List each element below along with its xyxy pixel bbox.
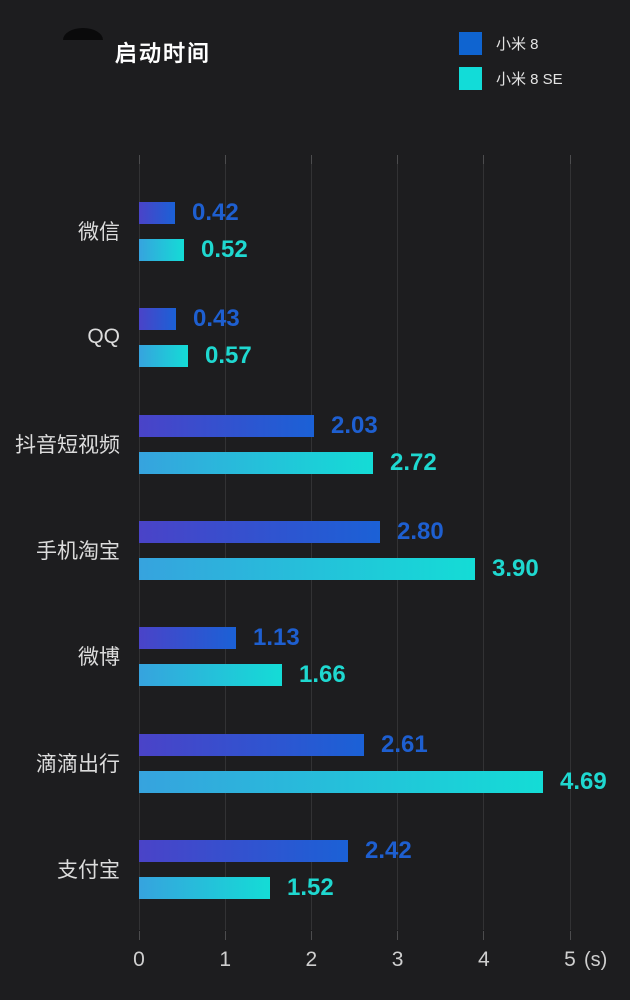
bar-小米 8 SE xyxy=(139,663,282,686)
chart-row: 抖音短视频 2.03 2.72 xyxy=(0,391,630,497)
bar-line: 0.42 xyxy=(139,198,248,226)
bar-小米 8 xyxy=(139,520,380,543)
bar-line: 2.61 xyxy=(139,730,607,758)
bar-value-label: 0.42 xyxy=(192,198,239,226)
chart-row: QQ 0.43 0.57 xyxy=(0,284,630,390)
bar-group: 0.42 0.52 xyxy=(139,198,248,263)
bar-value-label: 4.69 xyxy=(560,767,607,795)
bar-group: 2.61 4.69 xyxy=(139,730,607,795)
gridline-x-1 xyxy=(224,155,226,940)
category-label: 支付宝 xyxy=(57,859,120,882)
legend-swatch-mi8se xyxy=(459,67,482,90)
bar-line: 1.66 xyxy=(139,660,346,688)
bar-value-label: 1.13 xyxy=(253,623,300,651)
legend-item-mi8: 小米 8 xyxy=(459,32,563,55)
chart-row: 微信 0.42 0.52 xyxy=(0,178,630,284)
bar-line: 0.57 xyxy=(139,341,252,369)
x-axis-tick-label: 0 xyxy=(133,948,145,971)
legend-swatch-mi8 xyxy=(459,32,482,55)
legend: 小米 8 小米 8 SE xyxy=(459,32,563,102)
bar-value-label: 0.57 xyxy=(205,341,252,369)
chart-row: 支付宝 2.42 1.52 xyxy=(0,816,630,922)
category-label: 微信 xyxy=(78,221,120,244)
bar-line: 2.03 xyxy=(139,411,437,439)
bar-line: 3.90 xyxy=(139,554,539,582)
bar-小米 8 xyxy=(139,307,176,330)
bar-line: 1.13 xyxy=(139,623,346,651)
gridline-x-0 xyxy=(138,155,140,940)
bar-value-label: 3.90 xyxy=(492,554,539,582)
legend-item-mi8se: 小米 8 SE xyxy=(459,67,563,90)
bar-value-label: 0.52 xyxy=(201,235,248,263)
bar-value-label: 2.03 xyxy=(331,411,378,439)
bar-line: 4.69 xyxy=(139,767,607,795)
bar-value-label: 1.66 xyxy=(299,660,346,688)
bar-value-label: 2.72 xyxy=(390,448,437,476)
bar-line: 2.80 xyxy=(139,517,539,545)
bar-小米 8 xyxy=(139,626,236,649)
bar-小米 8 xyxy=(139,414,314,437)
x-axis-unit-label: (s) xyxy=(584,949,608,971)
bar-value-label: 1.52 xyxy=(287,873,334,901)
bar-小米 8 SE xyxy=(139,344,188,367)
logo-dome-shape xyxy=(63,28,103,40)
x-axis-tick-label: 3 xyxy=(391,948,404,971)
category-label: 微博 xyxy=(78,646,120,669)
bar-group: 2.42 1.52 xyxy=(139,836,412,901)
chart-row: 手机淘宝 2.80 3.90 xyxy=(0,497,630,603)
x-axis-tick-label: 5 xyxy=(564,948,576,971)
category-label: 抖音短视频 xyxy=(15,434,120,457)
bar-小米 8 xyxy=(139,839,348,862)
chart-row: 微博 1.13 1.66 xyxy=(0,603,630,709)
gridline-x-3 xyxy=(397,155,399,940)
x-axis-tick-label: 1 xyxy=(219,948,232,971)
bar-value-label: 2.80 xyxy=(397,517,444,545)
gridline-x-4 xyxy=(483,155,485,940)
legend-label-mi8: 小米 8 xyxy=(496,36,539,53)
category-label: QQ xyxy=(87,325,120,348)
category-label: 手机淘宝 xyxy=(36,540,120,563)
bar-line: 2.42 xyxy=(139,836,412,864)
bar-line: 1.52 xyxy=(139,873,412,901)
gridline-x-5 xyxy=(569,155,571,940)
bar-value-label: 2.42 xyxy=(365,836,412,864)
bar-group: 2.03 2.72 xyxy=(139,411,437,476)
bar-小米 8 xyxy=(139,733,364,756)
bar-小米 8 SE xyxy=(139,876,270,899)
bar-group: 1.13 1.66 xyxy=(139,623,346,688)
bar-line: 0.43 xyxy=(139,304,252,332)
x-axis-tick-label: 2 xyxy=(305,948,318,971)
bar-小米 8 SE xyxy=(139,238,184,261)
legend-label-mi8se: 小米 8 SE xyxy=(496,71,563,88)
bar-小米 8 xyxy=(139,201,175,224)
bar-value-label: 2.61 xyxy=(381,730,428,758)
bar-group: 2.80 3.90 xyxy=(139,517,539,582)
category-label: 滴滴出行 xyxy=(36,753,120,776)
bar-小米 8 SE xyxy=(139,557,475,580)
bar-小米 8 SE xyxy=(139,451,373,474)
bar-小米 8 SE xyxy=(139,770,543,793)
bar-value-label: 0.43 xyxy=(193,304,240,332)
x-axis-tick-label: 4 xyxy=(477,948,490,971)
bar-line: 2.72 xyxy=(139,448,437,476)
gridline-x-2 xyxy=(310,155,312,940)
chart-row: 滴滴出行 2.61 4.69 xyxy=(0,710,630,816)
chart-title: 启动时间 xyxy=(115,41,212,66)
bar-group: 0.43 0.57 xyxy=(139,304,252,369)
bar-line: 0.52 xyxy=(139,235,248,263)
